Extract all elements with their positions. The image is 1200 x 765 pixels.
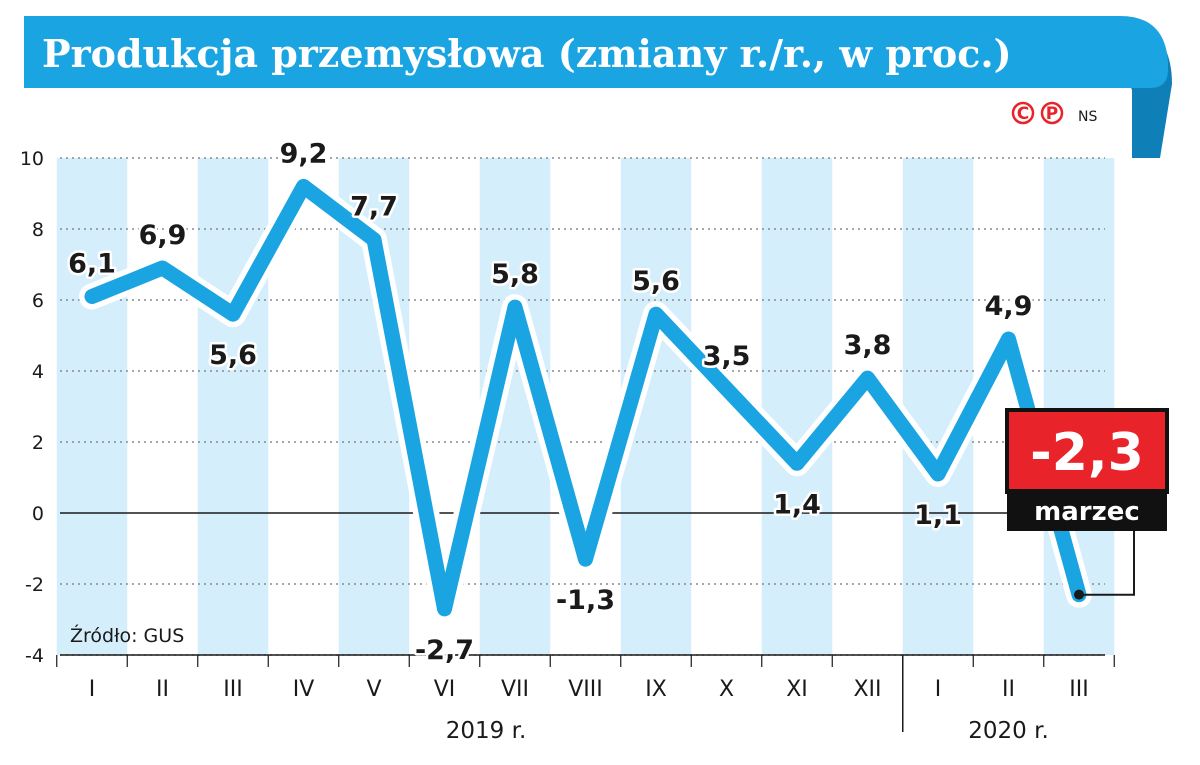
x-tick-label: I	[89, 677, 96, 702]
data-label: 5,6	[632, 266, 680, 297]
data-point	[230, 311, 236, 318]
y-axis-ticks: 10 8 6 4 2 0 -2 -4	[20, 148, 44, 667]
data-label: 3,8	[844, 330, 892, 361]
data-label: -2,7	[415, 635, 474, 666]
callout-label: marzec	[1034, 497, 1140, 527]
data-label: 7,7	[350, 192, 398, 223]
data-label: 1,1	[914, 500, 962, 531]
callout-leader	[1079, 530, 1135, 596]
column-band	[56, 158, 128, 655]
y-tick-label: 8	[32, 219, 44, 241]
x-axis	[56, 654, 1115, 732]
credit: C P NS	[1011, 101, 1097, 125]
x-tick-label: VII	[501, 677, 529, 702]
data-label: -1,3	[556, 585, 615, 616]
year-label: 2020 r.	[968, 718, 1049, 744]
data-point	[1005, 336, 1012, 343]
x-tick-label: III	[1069, 677, 1088, 702]
x-tick-label: IX	[645, 677, 667, 702]
data-point	[582, 556, 589, 563]
data-label: 9,2	[280, 138, 328, 169]
data-label: 1,4	[773, 489, 821, 520]
x-tick-label: I	[935, 677, 942, 702]
data-label: 5,6	[209, 340, 257, 371]
series-line	[79, 173, 1092, 622]
data-label: 6,9	[139, 220, 187, 251]
x-tick-label: VIII	[568, 677, 603, 702]
y-tick-label: 10	[20, 148, 44, 170]
x-tick-label: VI	[434, 677, 456, 702]
callout-point	[1074, 589, 1084, 600]
x-tick-label: IV	[293, 677, 315, 702]
data-point	[441, 605, 448, 612]
data-labels: 6,1 6,9 5,6 9,2 7,7 -2,7 5,8 -1,3 5,6 3,5 1,4 3,8 1,…	[66, 136, 1035, 668]
year-labels: 2019 r. 2020 r.	[446, 718, 1049, 744]
data-point	[371, 236, 377, 243]
y-tick-label: -2	[25, 574, 44, 596]
y-tick-label: 2	[32, 432, 44, 454]
data-point	[89, 293, 95, 300]
chart-title: Produkcja przemysłowa (zmiany r./r., w p…	[42, 31, 1012, 76]
data-point	[653, 311, 659, 318]
data-point	[512, 304, 518, 311]
highlight-callout: -2,3 marzec	[1005, 408, 1169, 600]
y-tick-label: 0	[32, 503, 44, 525]
source-note: Źródło: GUS	[70, 624, 184, 647]
data-point	[723, 385, 730, 392]
x-tick-label: III	[223, 677, 242, 702]
x-tick-label: XI	[786, 677, 808, 702]
x-tick-label: II	[1002, 677, 1015, 702]
callout-value: -2,3	[1030, 423, 1144, 483]
x-tick-label: XII	[853, 677, 881, 702]
x-tick-label: II	[156, 677, 169, 702]
column-band	[197, 158, 269, 655]
data-label: 4,9	[985, 291, 1033, 322]
data-label: 3,5	[703, 341, 751, 372]
x-tick-label: X	[719, 677, 734, 702]
y-tick-label: 4	[32, 361, 44, 383]
y-tick-label: 6	[32, 290, 44, 312]
credit-p: P	[1046, 104, 1058, 124]
callout-label-box	[1007, 489, 1167, 531]
credit-c: C	[1017, 104, 1029, 124]
data-point	[159, 265, 166, 272]
callout-value-box	[1005, 408, 1169, 494]
data-point	[864, 375, 871, 382]
column-band	[761, 158, 833, 655]
title-banner: Produkcja przemysłowa (zmiany r./r., w p…	[24, 16, 1172, 158]
data-point	[300, 183, 307, 190]
data-point	[935, 470, 941, 477]
y-tick-label: -4	[25, 645, 44, 667]
data-point	[794, 460, 800, 467]
x-tick-label: V	[366, 677, 381, 702]
column-bands	[56, 158, 1115, 655]
data-label: 6,1	[68, 248, 116, 279]
data-label: 5,8	[491, 259, 539, 290]
credit-ns: NS	[1078, 109, 1097, 125]
x-axis-ticks: I II III IV V VI VII VIII IX X XI XII I II III	[89, 677, 1089, 702]
year-label: 2019 r.	[446, 718, 527, 744]
